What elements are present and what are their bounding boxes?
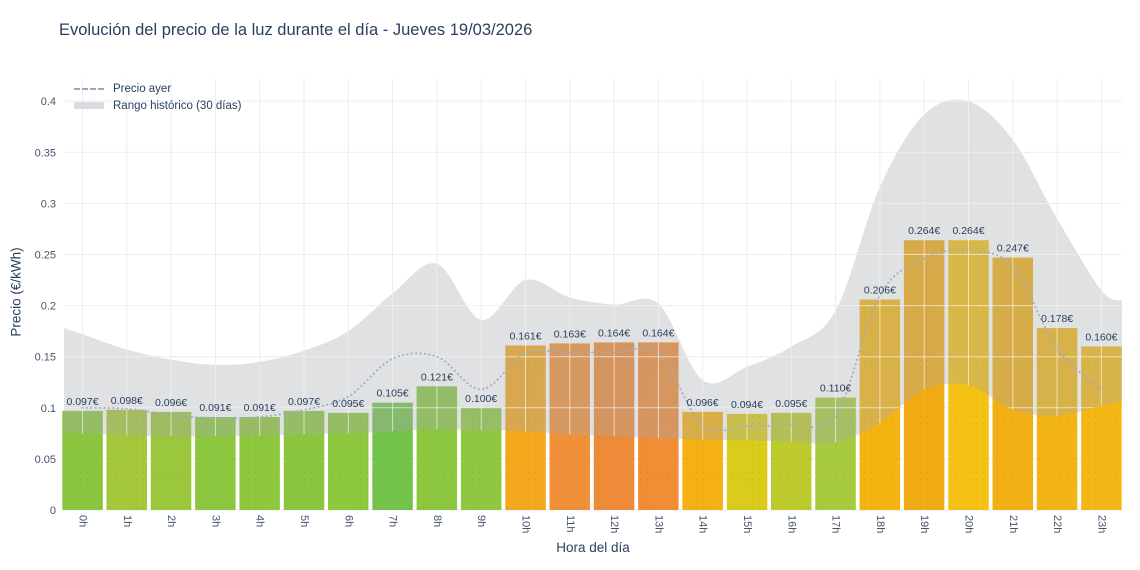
bar-label-14h: 0.096€: [687, 397, 719, 409]
y-tick-0.1: 0.1: [41, 403, 56, 415]
x-tick-18h: 18h: [874, 515, 886, 533]
x-tick-3h: 3h: [209, 515, 221, 527]
chart-title: Evolución del precio de la luz durante e…: [59, 21, 533, 39]
legend-item-rango-historico[interactable]: Rango histórico (30 días): [74, 97, 241, 114]
bar-value-labels: 0.097€ 0.098€ 0.096€ 0.091€ 0.091€ 0.097€ 0.09…: [66, 225, 1117, 414]
x-tick-9h: 9h: [475, 515, 487, 527]
bar-label-19h: 0.264€: [908, 225, 940, 237]
bar-label-3h: 0.091€: [199, 402, 231, 414]
bar-label-4h: 0.091€: [244, 402, 276, 414]
bar-label-2h: 0.096€: [155, 397, 187, 409]
x-tick-14h: 14h: [697, 515, 709, 533]
y-tick-labels: 0 0.05 0.1 0.15 0.2 0.25 0.3 0.35 0.4: [35, 96, 56, 517]
x-tick-23h: 23h: [1095, 515, 1107, 533]
legend-item-precio-ayer[interactable]: Precio ayer: [74, 80, 241, 97]
y-tick-0.15: 0.15: [35, 352, 56, 364]
x-tick-13h: 13h: [652, 515, 664, 533]
y-tick-0.05: 0.05: [35, 454, 56, 466]
bar-label-16h: 0.095€: [775, 398, 807, 410]
band-sample: [74, 102, 104, 109]
bar-label-7h: 0.105€: [377, 388, 409, 400]
legend: Precio ayer Rango histórico (30 días): [74, 80, 241, 114]
bar-label-9h: 0.100€: [465, 393, 497, 405]
bar-label-6h: 0.095€: [332, 398, 364, 410]
x-tick-16h: 16h: [785, 515, 797, 533]
y-tick-0.4: 0.4: [41, 96, 56, 108]
bar-label-0h: 0.097€: [66, 396, 98, 408]
bar-label-5h: 0.097€: [288, 396, 320, 408]
x-axis-title: Hora del día: [556, 540, 630, 555]
bar-label-22h: 0.178€: [1041, 313, 1073, 325]
x-tick-6h: 6h: [342, 515, 354, 527]
x-tick-20h: 20h: [963, 515, 975, 533]
y-tick-0: 0: [50, 505, 56, 517]
x-tick-5h: 5h: [298, 515, 310, 527]
x-tick-17h: 17h: [830, 515, 842, 533]
y-tick-0.2: 0.2: [41, 301, 56, 313]
bar-label-8h: 0.121€: [421, 371, 453, 383]
historical-range-band: [64, 99, 1122, 444]
bar-label-18h: 0.206€: [864, 285, 896, 297]
bar-label-20h: 0.264€: [952, 225, 984, 237]
x-tick-4h: 4h: [254, 515, 266, 527]
x-tick-7h: 7h: [387, 515, 399, 527]
x-tick-11h: 11h: [564, 515, 576, 533]
x-tick-21h: 21h: [1007, 515, 1019, 533]
x-tick-8h: 8h: [431, 515, 443, 527]
x-tick-22h: 22h: [1051, 515, 1063, 533]
bar-label-11h: 0.163€: [554, 328, 586, 340]
x-tick-labels: 0h 1h 2h 3h 4h 5h 6h 7h 8h 9h 10h 11h 12h 13h 14h 15h 16…: [77, 515, 1108, 533]
legend-label-precio-ayer: Precio ayer: [113, 82, 172, 95]
bar-label-1h: 0.098€: [111, 395, 143, 407]
bar-label-23h: 0.160€: [1085, 332, 1117, 344]
bar-label-15h: 0.094€: [731, 399, 763, 411]
x-tick-19h: 19h: [918, 515, 930, 533]
bar-label-13h: 0.164€: [642, 327, 674, 339]
dashed-line-sample: [74, 87, 104, 90]
y-tick-0.3: 0.3: [41, 198, 56, 210]
y-tick-0.25: 0.25: [35, 250, 56, 262]
x-tick-0h: 0h: [77, 515, 89, 527]
x-tick-1h: 1h: [121, 515, 133, 527]
y-tick-0.35: 0.35: [35, 147, 56, 159]
bar-label-21h: 0.247€: [997, 243, 1029, 255]
bar-label-12h: 0.164€: [598, 327, 630, 339]
bar-label-17h: 0.110€: [820, 383, 851, 395]
x-tick-15h: 15h: [741, 515, 753, 533]
precio-ayer-line[interactable]: [81, 249, 1103, 432]
legend-label-rango-historico: Rango histórico (30 días): [113, 99, 242, 112]
bar-label-10h: 0.161€: [509, 331, 541, 343]
x-tick-2h: 2h: [165, 515, 177, 527]
y-axis-title: Precio (€/kWh): [8, 247, 24, 337]
x-tick-10h: 10h: [520, 515, 532, 533]
x-tick-12h: 12h: [608, 515, 620, 533]
